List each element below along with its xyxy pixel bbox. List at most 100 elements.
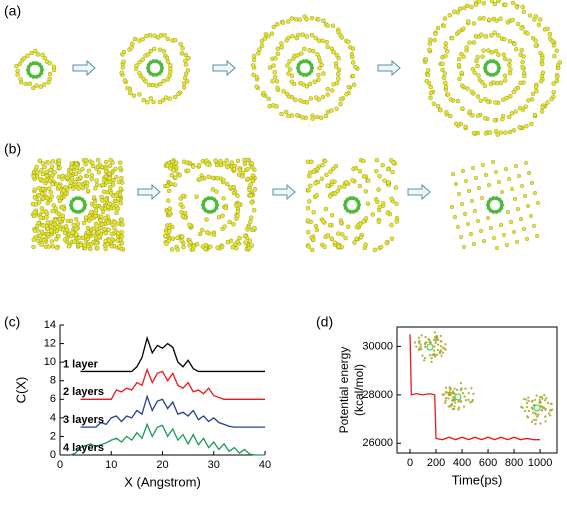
atom [38,215,43,220]
atom [323,158,328,164]
atom [312,79,317,84]
atom [130,41,135,46]
atom [119,70,124,76]
atom [165,183,170,189]
atom [145,52,151,57]
atom [525,31,530,36]
atom [177,173,183,178]
atom [235,193,240,198]
atom [106,227,111,233]
atom [242,233,248,239]
data-line [409,334,541,441]
atom [300,32,305,37]
atom [325,109,330,115]
atom [115,238,120,243]
atom [440,67,445,73]
atom [370,212,375,217]
atom [325,23,330,28]
atom [450,403,453,406]
atom [483,116,488,121]
atom [307,199,312,204]
atom [313,180,318,186]
atom [493,48,499,54]
atom [64,227,70,233]
atom [100,209,106,215]
atom [38,233,43,239]
atom [197,231,203,237]
atom [522,397,525,400]
atom [137,60,142,65]
atom [499,222,504,227]
atom [74,165,80,170]
atom [74,227,79,232]
atom [112,225,117,230]
atom [483,131,489,136]
atom [533,412,537,415]
atom [80,167,85,172]
atom [25,53,30,58]
atom [521,54,526,59]
atom [289,73,295,78]
atom [311,48,316,54]
atom [323,206,329,212]
atom [451,408,454,411]
atom [296,32,301,38]
atom [286,71,291,76]
atom [552,53,557,59]
atom [435,25,441,31]
atom [453,214,458,219]
atom [525,406,528,409]
atom [49,239,55,244]
atom [499,199,504,204]
atom [42,55,47,61]
x-axis-label: X (Angstrom) [124,474,201,489]
panel-label: (b) [4,141,21,157]
series-label: 2 layers [63,386,104,398]
atom [39,229,45,235]
atom [32,209,37,215]
atom [469,4,474,10]
atom [457,76,462,82]
atom [538,78,544,84]
atom [107,175,112,181]
atom [144,33,149,39]
atom [336,67,342,73]
atom [64,224,69,229]
atom [179,51,185,56]
atom [85,225,91,231]
atom [127,90,133,96]
atom [99,198,105,203]
atom [503,2,508,8]
atom [107,163,113,168]
atom [286,19,291,24]
atom [178,42,183,47]
atom [145,100,150,105]
atom [512,41,517,47]
atom [319,62,324,68]
atom [350,178,355,183]
atom [197,177,203,182]
atom [483,34,489,39]
atom [56,195,61,200]
atom [249,200,254,205]
y-axis-label: C(X) [13,377,28,404]
atom [332,191,338,196]
atom [507,176,512,181]
atom [526,98,531,103]
atom [242,161,248,167]
atom [46,160,51,165]
atom [441,23,447,28]
atom [137,92,142,97]
atom [537,413,540,416]
atom [248,193,253,198]
atom [549,414,552,417]
atom [524,398,528,401]
atom [85,180,90,186]
atom [540,395,543,398]
atom [474,58,479,64]
atom [481,48,486,53]
atom [181,244,186,250]
data-line [80,335,265,373]
atom [271,63,276,68]
atom [442,71,447,76]
